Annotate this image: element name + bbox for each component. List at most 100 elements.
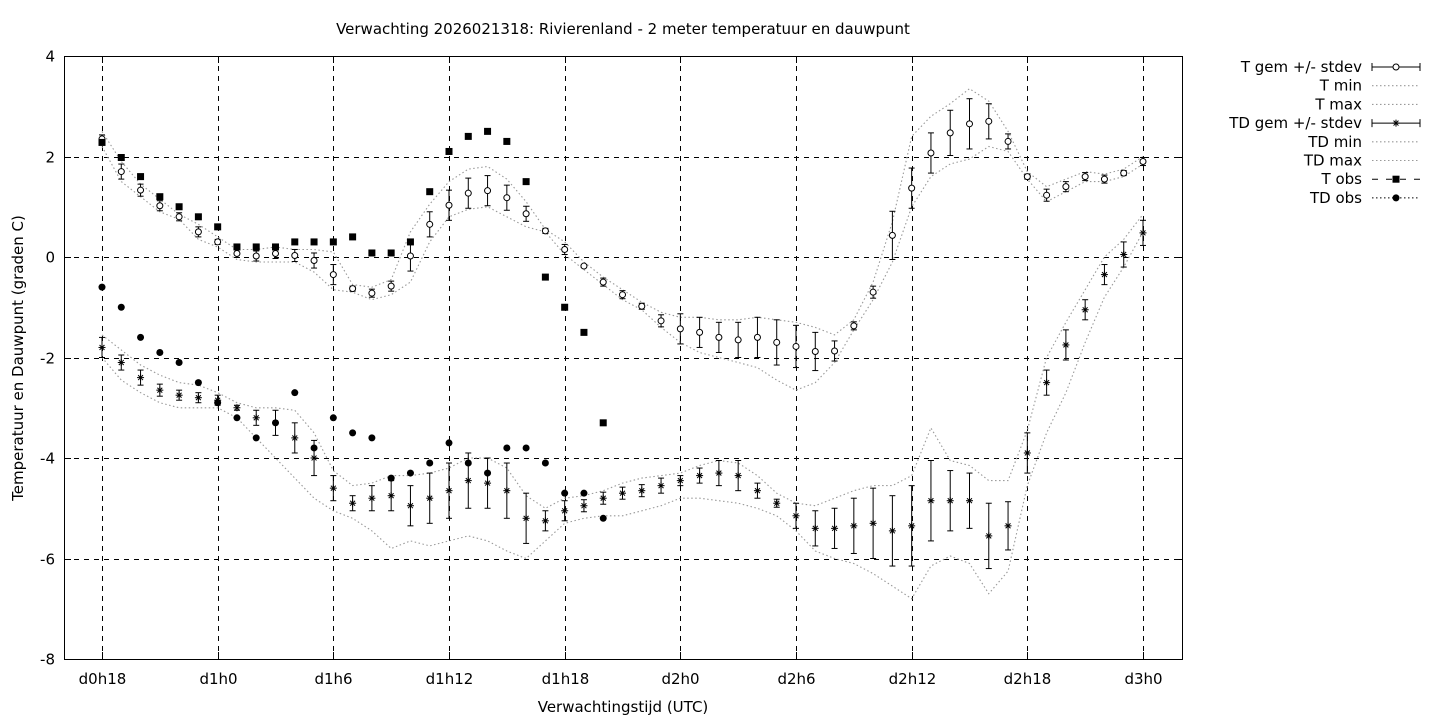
- x-tick-label: d2h6: [777, 670, 815, 688]
- data-point: [137, 333, 145, 341]
- data-point: [715, 333, 723, 341]
- data-point: [175, 391, 183, 399]
- data-point: [541, 459, 549, 467]
- legend-item: T max: [1314, 95, 1420, 113]
- data-point: [349, 429, 357, 437]
- data-point: [233, 243, 241, 251]
- data-point: [792, 512, 800, 520]
- data-point: [657, 482, 665, 490]
- legend-label: T max: [1314, 95, 1362, 113]
- x-tick-label: d2h0: [661, 670, 699, 688]
- data-point: [1139, 158, 1147, 166]
- x-tick-label: d2h12: [889, 670, 937, 688]
- data-point: [98, 283, 106, 291]
- data-point: [541, 227, 549, 235]
- data-point: [272, 419, 279, 427]
- series-line-td-min: [101, 231, 1144, 600]
- data-point: [156, 386, 164, 394]
- data-point: [406, 502, 414, 510]
- data-point: [580, 502, 588, 510]
- y-tick-label: -8: [40, 651, 55, 669]
- data-point: [811, 347, 819, 355]
- legend-marker: [1392, 175, 1400, 183]
- data-point: [522, 178, 530, 186]
- data-point: [156, 202, 164, 210]
- data-point: [175, 213, 183, 221]
- data-point: [484, 187, 492, 195]
- data-point: [503, 487, 511, 495]
- data-point: [137, 186, 145, 194]
- legend-label: TD obs: [1309, 189, 1362, 207]
- data-point: [908, 184, 916, 192]
- data-point: [966, 497, 973, 505]
- x-tick-label: d0h18: [79, 670, 127, 688]
- data-point: [734, 472, 742, 480]
- data-point: [194, 394, 202, 402]
- data-point: [580, 262, 588, 270]
- data-point: [561, 245, 569, 253]
- data-point: [252, 414, 260, 422]
- grid-layer: [64, 56, 1182, 659]
- data-point: [349, 285, 357, 293]
- legend-marker: [1392, 63, 1400, 71]
- data-point: [310, 238, 318, 246]
- data-point: [1023, 449, 1031, 457]
- data-point: [406, 252, 414, 260]
- data-point: [580, 328, 588, 336]
- data-point: [464, 459, 472, 467]
- data-point: [503, 194, 511, 202]
- data-point: [599, 278, 607, 286]
- data-point: [117, 168, 125, 176]
- data-point: [522, 514, 530, 522]
- data-point: [291, 389, 299, 397]
- data-point: [368, 434, 376, 442]
- data-point: [291, 238, 299, 246]
- data-point: [599, 419, 607, 427]
- data-point: [291, 251, 299, 259]
- data-point: [252, 434, 260, 442]
- y-tick-label: 0: [45, 249, 55, 267]
- y-tick-label: -4: [40, 450, 55, 468]
- data-point: [464, 477, 472, 485]
- data-point: [464, 132, 472, 140]
- data-point: [445, 487, 453, 495]
- data-point: [329, 271, 337, 279]
- data-point: [98, 343, 106, 351]
- data-point: [368, 249, 376, 257]
- data-point: [426, 494, 434, 502]
- data-point: [252, 243, 260, 251]
- data-point: [117, 359, 125, 367]
- data-point: [1043, 191, 1051, 199]
- data-point: [541, 517, 549, 525]
- data-point: [985, 117, 993, 125]
- legend-item: T gem +/- stdev: [1240, 58, 1421, 76]
- data-point: [869, 288, 877, 296]
- data-point: [773, 499, 781, 507]
- data-point: [792, 342, 800, 350]
- y-tick-label: -6: [40, 551, 55, 569]
- data-point: [522, 444, 530, 452]
- legend-label: TD gem +/- stdev: [1228, 114, 1362, 132]
- data-point: [117, 303, 125, 311]
- data-point: [426, 188, 434, 196]
- data-point: [1004, 522, 1012, 530]
- data-point: [426, 459, 434, 467]
- data-point: [387, 282, 395, 290]
- data-point: [638, 302, 646, 310]
- series-t-gem-stdev: [98, 98, 1147, 372]
- legend-item: TD gem +/- stdev: [1228, 114, 1421, 132]
- data-point: [406, 238, 414, 246]
- data-point: [503, 444, 511, 452]
- data-point: [676, 325, 684, 333]
- data-point: [117, 154, 125, 162]
- x-tick-label: d1h18: [542, 670, 590, 688]
- data-point: [1139, 229, 1147, 237]
- data-point: [156, 348, 164, 356]
- legend-item: T min: [1319, 77, 1420, 95]
- data-point: [1004, 137, 1012, 145]
- data-point: [194, 379, 202, 387]
- data-point: [1081, 173, 1089, 181]
- data-point: [946, 129, 954, 137]
